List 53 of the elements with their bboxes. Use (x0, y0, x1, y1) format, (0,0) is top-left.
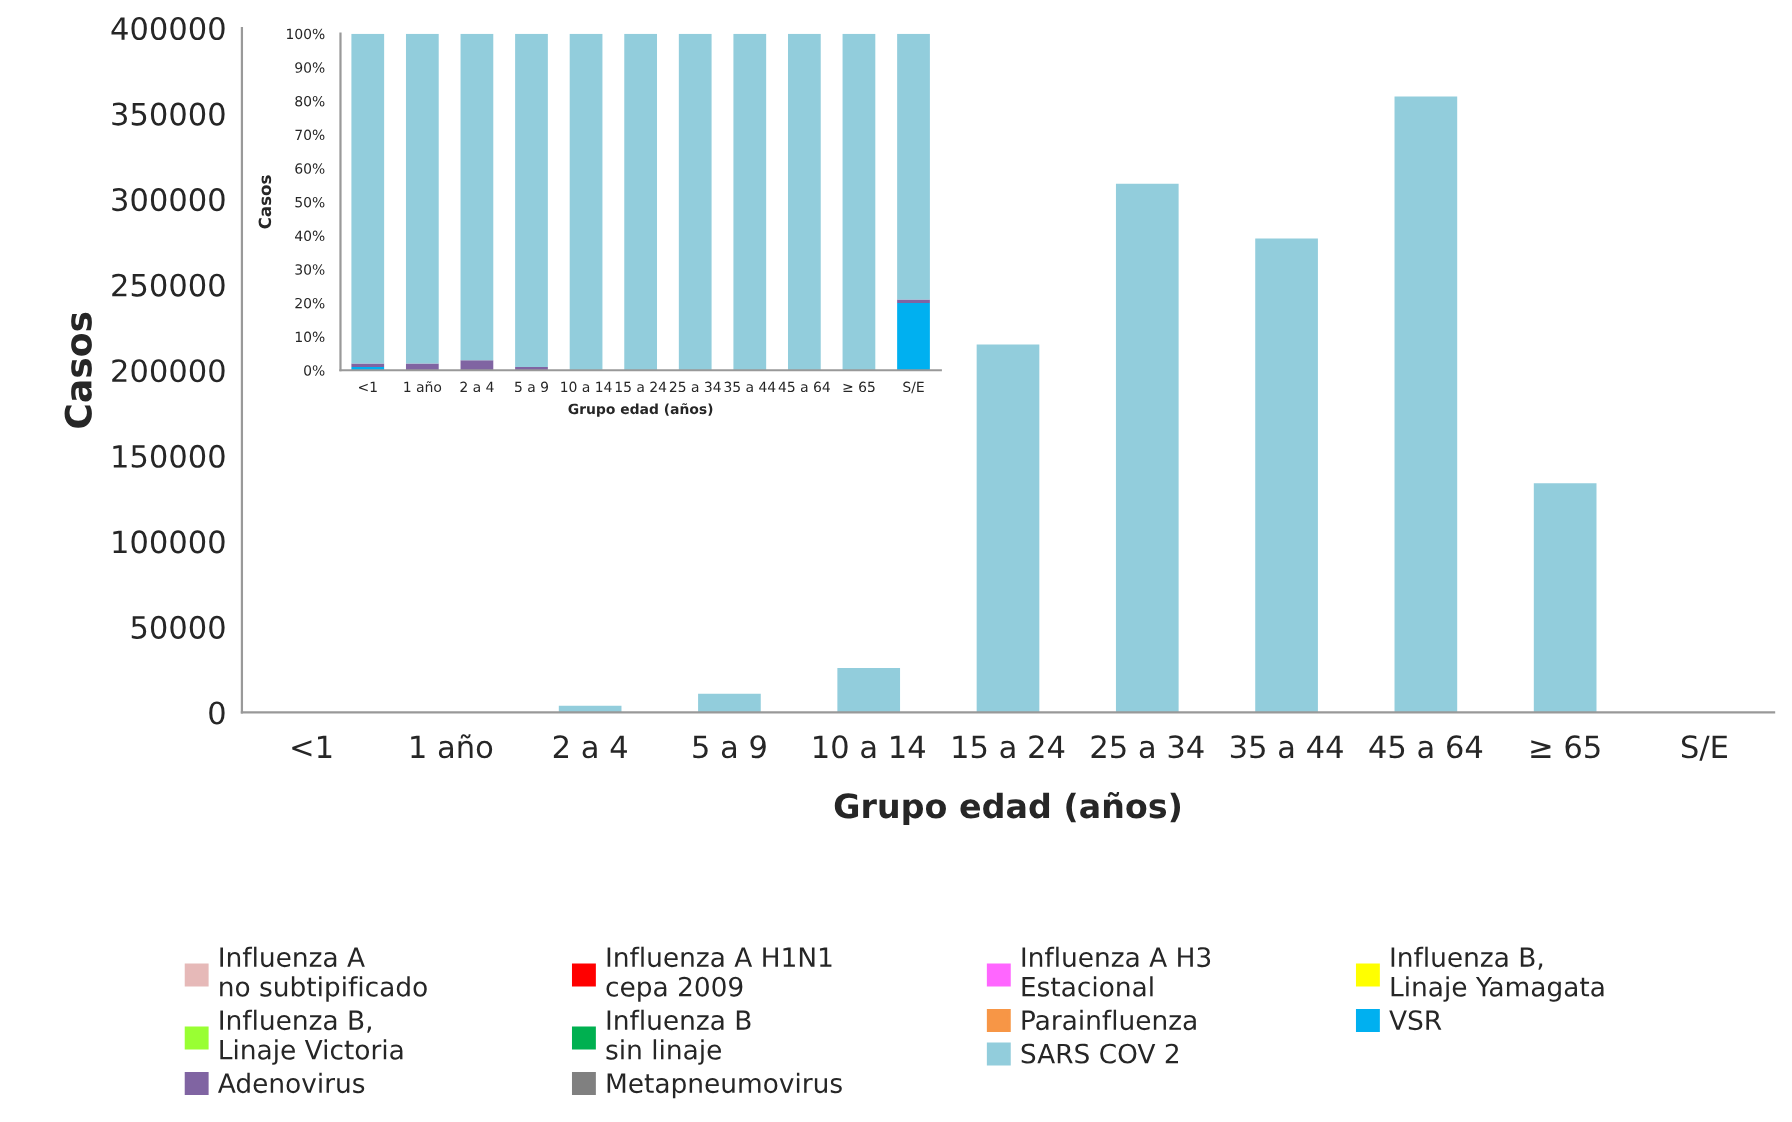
x-tick-label: 1 año (411, 734, 493, 759)
bar (569, 33, 603, 371)
legend-label: Influenza A H3 Estacional (1022, 946, 1211, 997)
x-tick-label: <1 (292, 735, 332, 758)
x-tick-label: S/E (1681, 735, 1727, 761)
bar (698, 693, 761, 713)
x-axis-title: Grupo edad (años) (834, 792, 1181, 825)
y-tick-label: 300000 (112, 188, 225, 212)
bar (733, 33, 767, 371)
bar (842, 33, 876, 371)
y-tick-label: 250000 (112, 273, 225, 297)
x-tick-label: ≥ 65 (1531, 735, 1600, 759)
bar (837, 667, 901, 713)
legend-label: Influenza A no subtipificado (220, 946, 427, 1002)
legend-label: VSR (1389, 1010, 1442, 1031)
x-tick-label: 5 a 9 (693, 735, 766, 759)
bar (515, 33, 548, 367)
legend-label: SARS COV 2 (1021, 1043, 1179, 1064)
x-tick-label: 25 a 34 (1091, 735, 1204, 759)
bar (976, 344, 1040, 713)
legend-label: Metapneumovirus (607, 1072, 842, 1099)
legend-label: Influenza B, Linaje Victoria (220, 1009, 403, 1065)
x-tick-label: 15 a 24 (953, 735, 1065, 759)
legend-label: Influenza A H1N1 cepa 2009 (606, 946, 832, 1002)
y-tick-label: 400000 (111, 16, 225, 41)
y-tick-label: 150000 (113, 444, 225, 468)
bar (1533, 483, 1597, 713)
y-axis-title: Casos (64, 312, 92, 428)
x-tick-label: 10 a 14 (814, 735, 925, 759)
y-tick-label: 50000 (131, 615, 225, 639)
x-tick-label: 2 a 4 (553, 735, 627, 759)
legend-label: Influenza B sin linaje (606, 1009, 751, 1065)
y-tick-label: 200000 (112, 359, 225, 383)
bar (787, 33, 821, 371)
y-tick-label: 350000 (112, 102, 225, 126)
bar (897, 33, 930, 300)
x-tick-label: 45 a 64 (1369, 735, 1483, 759)
legend-label: Adenovirus (217, 1072, 365, 1094)
bar (1255, 238, 1318, 713)
x-tick-label: 35 a 44 (1230, 735, 1343, 759)
bar (460, 33, 494, 361)
bar (351, 33, 385, 364)
y-axis-title: Casos (258, 175, 272, 229)
bar (1394, 96, 1458, 713)
y-tick-label: 0 (209, 701, 225, 725)
legend-label: Parainfluenza (1022, 1009, 1196, 1031)
y-tick-label: 100000 (113, 530, 225, 554)
bar (405, 33, 439, 364)
bar (678, 33, 712, 371)
bar (1115, 183, 1179, 713)
bar (624, 33, 658, 371)
bar (897, 302, 930, 371)
legend-label: Influenza B, Linaje Yamagata (1391, 946, 1604, 1002)
